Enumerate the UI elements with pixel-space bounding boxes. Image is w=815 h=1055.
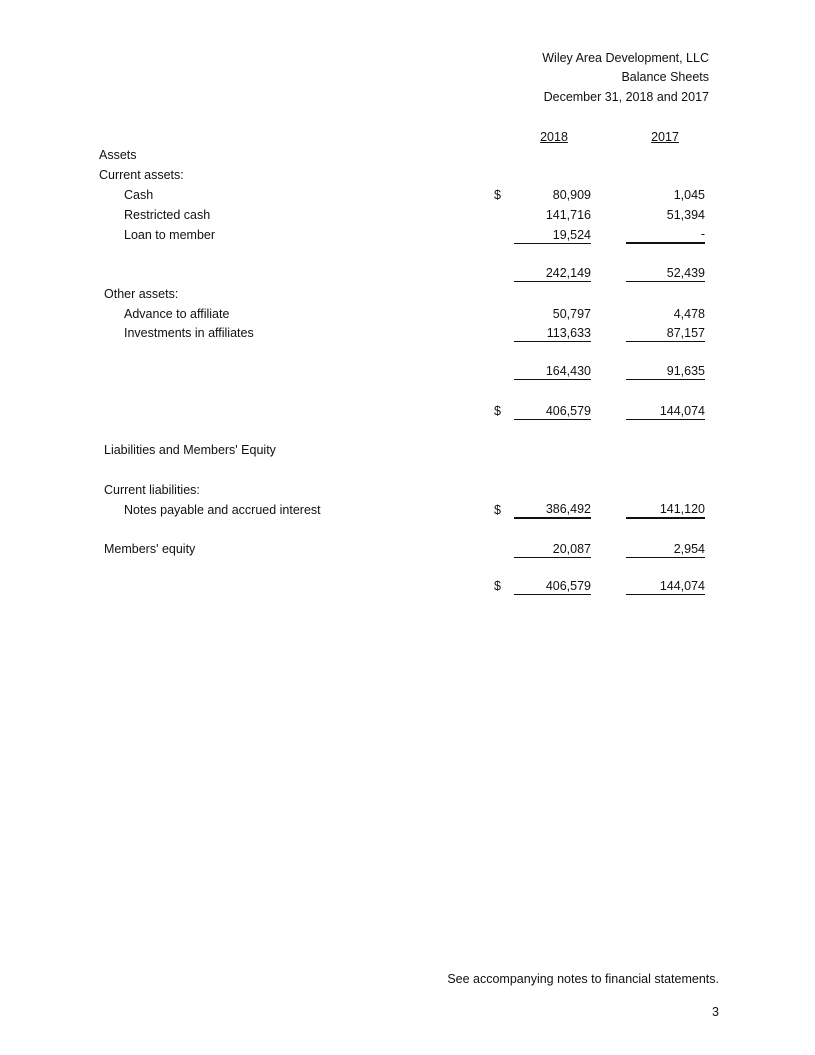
value-2017: 87,157 [626, 326, 705, 342]
value-2017: 91,635 [626, 364, 705, 380]
currency-symbol: $ [494, 579, 501, 593]
column-header-2018: 2018 [540, 130, 568, 144]
current-assets-heading: Current assets: [99, 168, 184, 182]
value-2018: 20,087 [514, 542, 591, 558]
value-2017: 4,478 [673, 307, 705, 321]
row-label: Restricted cash [124, 208, 211, 222]
value-2017: 52,439 [626, 266, 705, 282]
value-2018: 406,579 [514, 404, 591, 420]
row-label: Notes payable and accrued interest [124, 503, 321, 517]
value-2017: 51,394 [666, 208, 705, 222]
current-liabilities-heading: Current liabilities: [104, 483, 200, 497]
value-2018: 19,524 [514, 228, 591, 244]
value-2018: 141,716 [545, 208, 591, 222]
value-2018: 50,797 [552, 307, 591, 321]
value-2018: 113,633 [514, 326, 591, 342]
row-label: Loan to member [124, 228, 216, 242]
value-2017: 1,045 [673, 188, 705, 202]
value-2018: 164,430 [514, 364, 591, 380]
statement-date: December 31, 2018 and 2017 [543, 90, 709, 104]
row-label: Advance to affiliate [124, 307, 230, 321]
other-assets-heading: Other assets: [104, 287, 179, 301]
assets-heading: Assets [99, 148, 137, 162]
page-number: 3 [712, 1005, 719, 1019]
value-2018: 242,149 [514, 266, 591, 282]
currency-symbol: $ [494, 188, 501, 202]
value-2017: - [626, 227, 705, 244]
value-2017: 141,120 [626, 502, 705, 519]
statement-title: Balance Sheets [621, 70, 709, 84]
value-2017: 2,954 [626, 542, 705, 558]
footer-note: See accompanying notes to financial stat… [447, 972, 719, 986]
company-name: Wiley Area Development, LLC [542, 51, 709, 65]
value-2018: 80,909 [552, 188, 591, 202]
value-2018: 386,492 [514, 502, 591, 519]
row-label: Investments in affiliates [124, 326, 254, 340]
column-header-2017: 2017 [651, 130, 679, 144]
value-2017: 144,074 [626, 579, 705, 595]
value-2018: 406,579 [514, 579, 591, 595]
value-2017: 144,074 [626, 404, 705, 420]
row-label: Cash [124, 188, 154, 202]
currency-symbol: $ [494, 503, 501, 517]
liabilities-heading: Liabilities and Members' Equity [104, 443, 276, 457]
currency-symbol: $ [494, 404, 501, 418]
row-label: Members' equity [104, 542, 196, 556]
